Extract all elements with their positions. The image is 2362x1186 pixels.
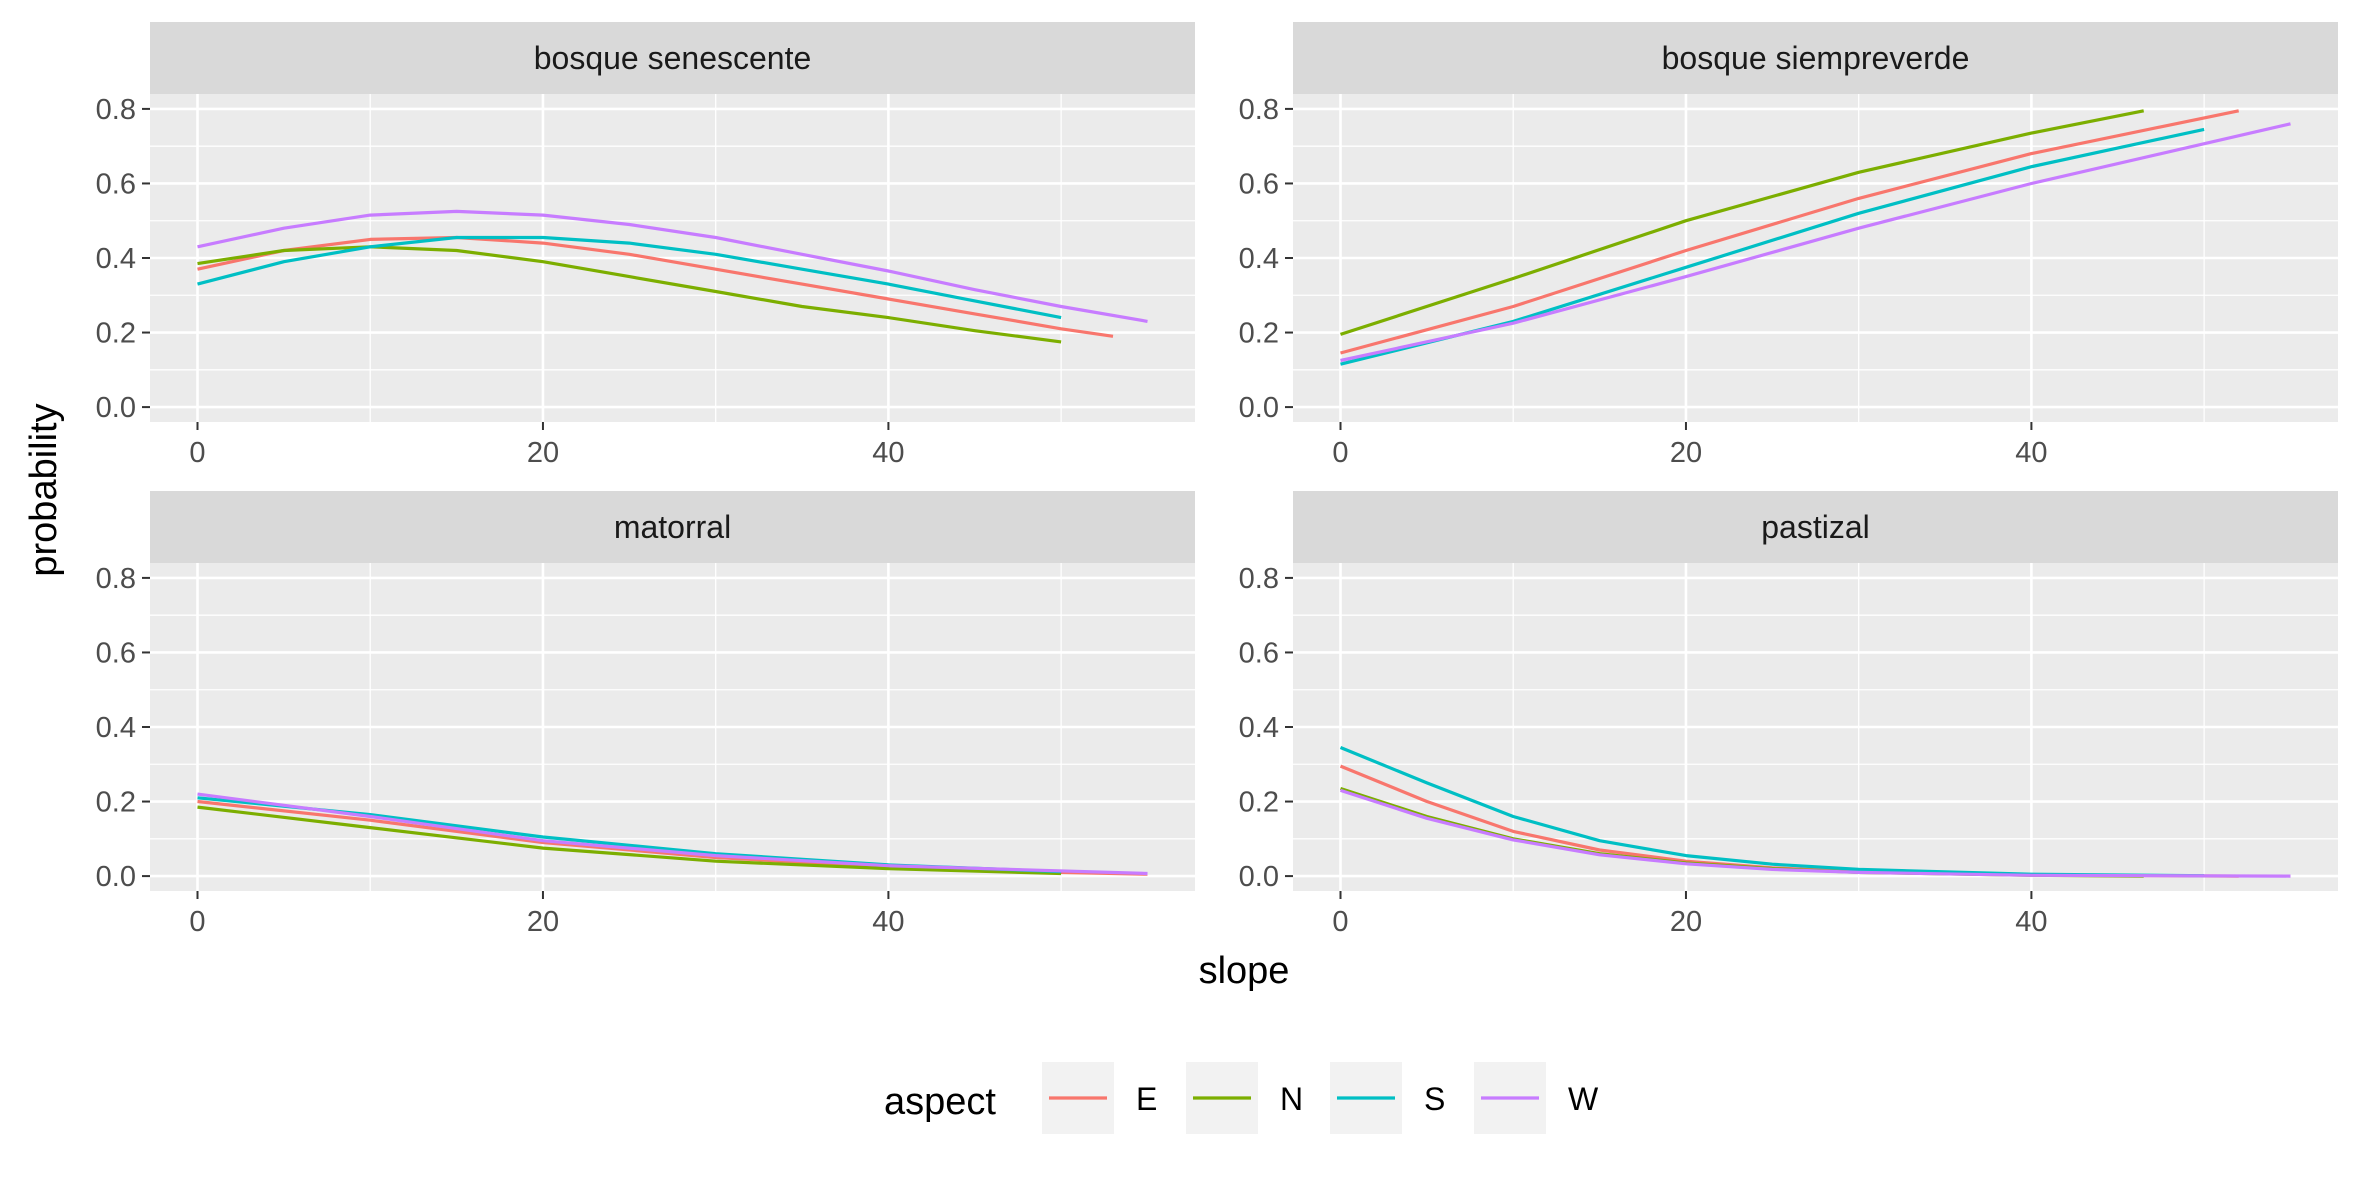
x-tick-label: 0 <box>189 437 205 469</box>
series-line-W <box>197 792 1148 876</box>
legend-label: S <box>1424 1081 1445 1117</box>
y-tick-label: 0.6 <box>1239 637 1279 669</box>
legend-item-W: W <box>1474 1062 1599 1134</box>
y-tick-label: 0.8 <box>96 563 136 595</box>
panel-title: bosque siempreverde <box>1662 40 1970 76</box>
series-line-E <box>197 235 1114 338</box>
legend-item-E: E <box>1042 1062 1157 1134</box>
legend-label: E <box>1136 1081 1157 1117</box>
series-line-W <box>1340 122 2291 363</box>
y-tick-label: 0.8 <box>1239 94 1279 126</box>
series-line-S <box>1339 746 2205 878</box>
series-line-N <box>1340 109 2145 336</box>
y-tick-label: 0.4 <box>96 243 136 275</box>
panel-title: pastizal <box>1761 509 1870 545</box>
y-tick-label: 0.6 <box>96 637 136 669</box>
legend-label: W <box>1568 1081 1599 1117</box>
x-tick-label: 20 <box>1670 437 1702 469</box>
y-tick-label: 0.2 <box>1239 787 1279 819</box>
y-tick-label: 0.2 <box>1239 318 1279 350</box>
panel-3: matorral 0.0 0.2 0.4 0.6 0.8 0 20 40 <box>96 491 1195 938</box>
panel-4: pastizal 0.0 0.2 0.4 0.6 0.8 0 20 40 <box>1239 491 2338 938</box>
x-tick-label: 20 <box>527 906 559 938</box>
x-tick-label: 0 <box>189 906 205 938</box>
legend-item-S: S <box>1330 1062 1445 1134</box>
y-tick-label: 0.0 <box>96 861 136 893</box>
legend-item-N: N <box>1186 1062 1303 1134</box>
panel-title: matorral <box>614 509 731 545</box>
y-tick-label: 0.2 <box>96 787 136 819</box>
series-line-E <box>1340 109 2240 355</box>
y-axis-title: probability <box>23 403 65 576</box>
y-tick-label: 0.4 <box>96 712 136 744</box>
panel-strip <box>1293 22 2338 94</box>
y-tick-label: 0.4 <box>1239 712 1279 744</box>
panel-strip <box>150 22 1195 94</box>
series-line-N <box>197 245 1062 344</box>
y-tick-label: 0.0 <box>96 392 136 424</box>
x-tick-label: 0 <box>1332 906 1348 938</box>
panel-2: bosque siempreverde 0.0 0.2 0.4 0.6 0.8 0 20 40 <box>1239 22 2338 469</box>
y-tick-label: 0.6 <box>96 168 136 200</box>
legend-title: aspect <box>884 1081 996 1123</box>
x-tick-label: 20 <box>1670 906 1702 938</box>
panel-strip <box>150 491 1195 563</box>
panel-title: bosque senescente <box>534 40 812 76</box>
y-tick-label: 0.8 <box>96 94 136 126</box>
x-tick-label: 40 <box>2015 437 2047 469</box>
x-tick-label: 40 <box>872 437 904 469</box>
series-line-W <box>197 209 1148 323</box>
panel-strip <box>1293 491 2338 563</box>
x-tick-label: 20 <box>527 437 559 469</box>
x-tick-label: 0 <box>1332 437 1348 469</box>
x-tick-label: 40 <box>872 906 904 938</box>
x-axis-title: slope <box>1199 950 1290 992</box>
series-line-N <box>197 805 1062 876</box>
x-tick-label: 40 <box>2015 906 2047 938</box>
legend-label: N <box>1280 1081 1303 1117</box>
y-tick-label: 0.0 <box>1239 392 1279 424</box>
y-tick-label: 0.6 <box>1239 168 1279 200</box>
y-tick-label: 0.8 <box>1239 563 1279 595</box>
panel-1: bosque senescente 0.0 0.2 0.4 0.6 0.8 0 20 40 <box>96 22 1195 469</box>
series-line-S <box>197 235 1062 320</box>
y-tick-label: 0.0 <box>1239 861 1279 893</box>
y-tick-label: 0.4 <box>1239 243 1279 275</box>
series-line-W <box>1340 788 2291 878</box>
y-tick-label: 0.2 <box>96 318 136 350</box>
